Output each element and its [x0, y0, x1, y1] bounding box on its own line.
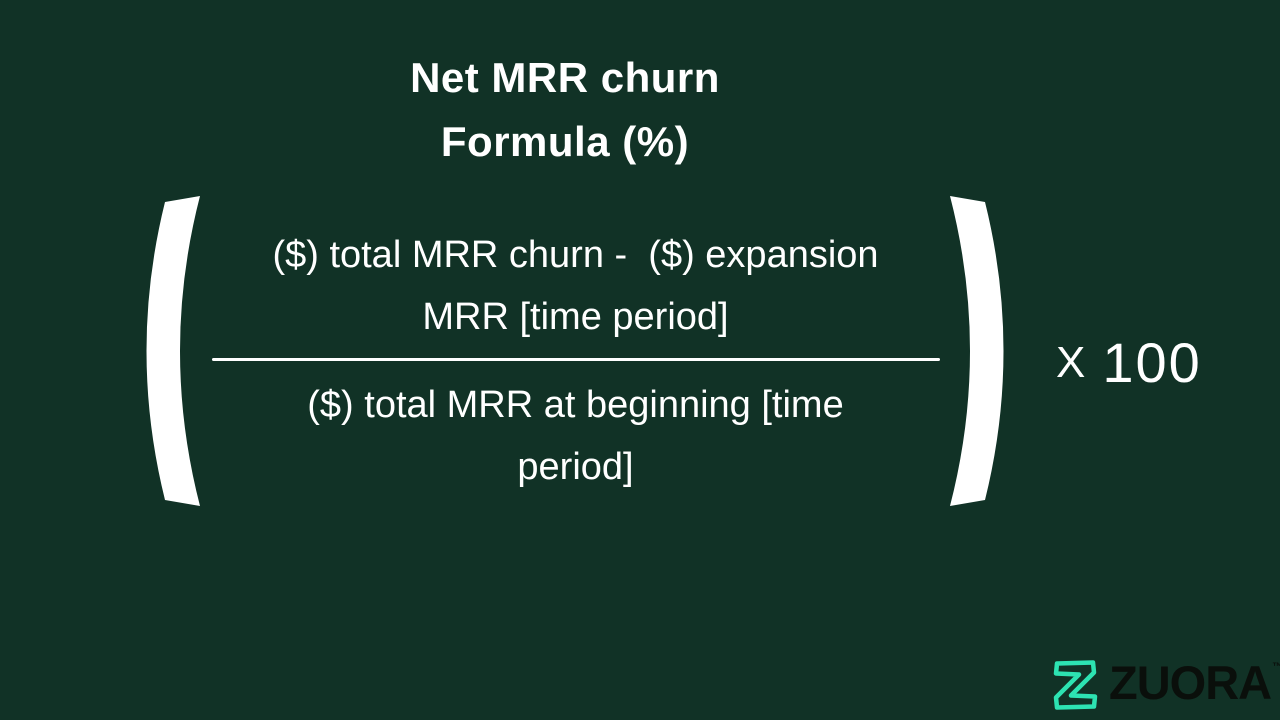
zuora-logo: ZUORA ™	[1048, 654, 1280, 711]
zuora-z-icon	[1048, 654, 1102, 711]
multiplier: X 100	[1056, 334, 1202, 392]
numerator-line-1: ($) total MRR churn - ($) expansion	[272, 234, 879, 276]
close-paren	[946, 192, 1008, 510]
fraction-bar	[211, 358, 940, 361]
close-paren-shape	[950, 196, 1004, 506]
zuora-z-icon-shape	[1053, 660, 1098, 710]
numerator-line-2: MRR [time period]	[422, 296, 729, 338]
fraction: ($) total MRR churn - ($) expansion MRR …	[203, 224, 948, 498]
zuora-wordmark: ZUORA	[1109, 655, 1272, 709]
numerator: ($) total MRR churn - ($) expansion MRR …	[203, 224, 948, 348]
denominator: ($) total MRR at beginning [time period]	[203, 374, 948, 498]
open-paren	[142, 192, 204, 510]
zuora-wordmark-group: ZUORA ™	[1109, 655, 1280, 709]
denominator-line-1: ($) total MRR at beginning [time	[307, 384, 844, 426]
denominator-line-2: period]	[517, 446, 634, 488]
trademark-symbol: ™	[1272, 660, 1280, 673]
multiplier-value: 100	[1102, 331, 1202, 394]
page-title: Net MRR churn Formula (%)	[0, 46, 1130, 174]
open-paren-shape	[146, 196, 200, 506]
multiplier-x: X	[1056, 338, 1086, 387]
title-line-2: Formula (%)	[440, 118, 690, 165]
title-line-1: Net MRR churn	[410, 54, 720, 101]
